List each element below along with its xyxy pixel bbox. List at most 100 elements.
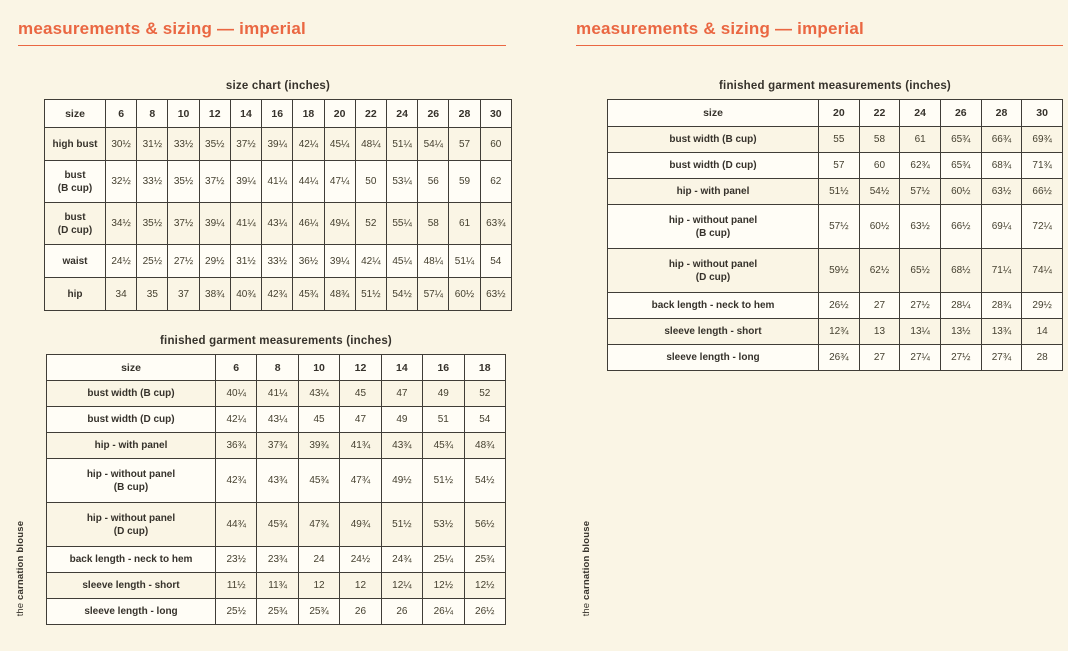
pattern-name-prefix: the xyxy=(15,602,27,616)
value-cell: 58 xyxy=(417,202,450,245)
value-cell: 31½ xyxy=(136,127,169,161)
header-label-cell: size xyxy=(607,99,819,127)
value-cell: 68¾ xyxy=(980,152,1023,179)
value-cell: 45¾ xyxy=(292,277,325,311)
header-size-cell: 8 xyxy=(256,354,299,381)
value-cell: 51½ xyxy=(818,178,860,205)
value-cell: 39¼ xyxy=(323,244,356,278)
page-left: measurements & sizing — imperial size ch… xyxy=(15,19,513,625)
value-cell: 33½ xyxy=(261,244,294,278)
table-row: bust (B cup) 32½ 33½ 35½ 37½ 39¼ 41¼ 44¼ 47¼ 50 53… xyxy=(44,160,513,203)
value-cell: 25¾ xyxy=(256,598,299,625)
value-cell: 43¼ xyxy=(297,380,341,407)
value-cell: 27¼ xyxy=(899,344,941,371)
value-cell: 65¾ xyxy=(939,152,982,179)
row-label: bust width (D cup) xyxy=(46,406,216,433)
value-cell: 52 xyxy=(354,202,387,245)
value-cell: 54½ xyxy=(858,178,901,205)
value-cell: 53¼ xyxy=(385,160,419,203)
value-cell: 12½ xyxy=(422,572,465,599)
table-header-row: size 6 8 10 12 14 16 18 20 22 24 26 28 30 xyxy=(44,99,513,128)
value-cell: 43¾ xyxy=(380,432,424,459)
value-cell: 60½ xyxy=(939,178,982,205)
table-row: hip - without panel (D cup) 44¾ 45¾ 47¾ 49¾ 5… xyxy=(46,502,507,547)
value-cell: 69¼ xyxy=(980,204,1023,249)
value-cell: 48¾ xyxy=(463,432,507,459)
value-cell: 37½ xyxy=(198,160,231,203)
size-chart-caption: size chart (inches) xyxy=(225,80,331,92)
value-cell: 28¼ xyxy=(939,292,982,319)
value-cell: 30½ xyxy=(104,127,138,161)
value-cell: 63½ xyxy=(899,204,941,249)
header-size-cell: 18 xyxy=(292,99,325,128)
value-cell: 47¼ xyxy=(323,160,356,203)
row-label: bust width (B cup) xyxy=(607,126,819,153)
header-size-cell: 20 xyxy=(323,99,356,128)
table-header-row: size 20 22 24 26 28 30 xyxy=(607,99,1063,127)
pattern-name: carnation blouse xyxy=(15,520,27,600)
value-cell: 48¾ xyxy=(323,277,356,311)
value-cell: 36¾ xyxy=(214,432,258,459)
value-cell: 56½ xyxy=(463,502,507,547)
value-cell: 54 xyxy=(463,406,507,433)
row-label: hip - with panel xyxy=(607,178,819,205)
header-size-cell: 12 xyxy=(198,99,231,128)
table-row: waist 24½ 25½ 27½ 29½ 31½ 33½ 36½ 39¼ 42¼ 45¼ 48¼ 51… xyxy=(44,244,513,278)
value-cell: 37½ xyxy=(229,127,263,161)
header-size-cell: 6 xyxy=(214,354,258,381)
value-cell: 45¼ xyxy=(323,127,356,161)
value-cell: 12 xyxy=(339,572,382,599)
value-cell: 62½ xyxy=(858,248,901,293)
value-cell: 25½ xyxy=(136,244,169,278)
value-cell: 59 xyxy=(448,160,481,203)
value-cell: 44¾ xyxy=(214,502,258,547)
value-cell: 60½ xyxy=(858,204,901,249)
table-row: sleeve length - long 26¾ 27 27¼ 27½ 27¾ 28 xyxy=(607,344,1063,371)
value-cell: 50 xyxy=(354,160,387,203)
value-cell: 26¼ xyxy=(422,598,465,625)
value-cell: 27½ xyxy=(899,292,941,319)
value-cell: 57½ xyxy=(899,178,941,205)
row-label: bust width (B cup) xyxy=(46,380,216,407)
value-cell: 42¼ xyxy=(354,244,387,278)
value-cell: 26½ xyxy=(818,292,860,319)
table-row: sleeve length - long 25½ 25¾ 25¾ 26 26 26¼ 26½ xyxy=(46,598,507,625)
value-cell: 39¼ xyxy=(261,127,294,161)
value-cell: 13 xyxy=(858,318,901,345)
value-cell: 45 xyxy=(339,380,382,407)
value-cell: 12¾ xyxy=(818,318,860,345)
value-cell: 32½ xyxy=(104,160,138,203)
value-cell: 57½ xyxy=(818,204,860,249)
value-cell: 27 xyxy=(858,292,901,319)
value-cell: 48¼ xyxy=(354,127,387,161)
value-cell: 52 xyxy=(463,380,507,407)
value-cell: 61 xyxy=(448,202,481,245)
table-row: hip - without panel (B cup) 57½ 60½ 63½ 66½ 6… xyxy=(607,204,1063,249)
value-cell: 51½ xyxy=(380,502,424,547)
table-header-row: size 6 8 10 12 14 16 18 xyxy=(46,354,507,381)
value-cell: 46¼ xyxy=(292,202,325,245)
header-size-cell: 16 xyxy=(422,354,465,381)
table-row: sleeve length - short 12¾ 13 13¼ 13½ 13¾ 14 xyxy=(607,318,1063,345)
value-cell: 66½ xyxy=(1021,178,1063,205)
row-label: bust (B cup) xyxy=(44,160,106,203)
value-cell: 49 xyxy=(380,406,424,433)
value-cell: 47 xyxy=(380,380,424,407)
finished-garment-caption: finished garment measurements (inches) xyxy=(719,80,951,92)
value-cell: 37 xyxy=(167,277,200,311)
finished-garment-table-large-sizes: size 20 22 24 26 28 30 bust width (B cup) 55 58 61… xyxy=(607,99,1063,371)
page-title: measurements & sizing — imperial xyxy=(576,19,864,38)
row-label: high bust xyxy=(44,127,106,161)
row-label: hip - without panel (D cup) xyxy=(46,502,216,547)
value-cell: 35½ xyxy=(198,127,231,161)
header-size-cell: 6 xyxy=(104,99,138,128)
value-cell: 57 xyxy=(818,152,860,179)
header-size-cell: 28 xyxy=(448,99,481,128)
value-cell: 24½ xyxy=(104,244,138,278)
header-size-cell: 30 xyxy=(1021,99,1063,127)
value-cell: 29½ xyxy=(198,244,231,278)
header-size-cell: 30 xyxy=(479,99,513,128)
value-cell: 54½ xyxy=(385,277,419,311)
table-row: hip - with panel 36¾ 37¾ 39¾ 41¾ 43¾ 45¾ 48¾ xyxy=(46,432,507,459)
header-size-cell: 24 xyxy=(899,99,941,127)
